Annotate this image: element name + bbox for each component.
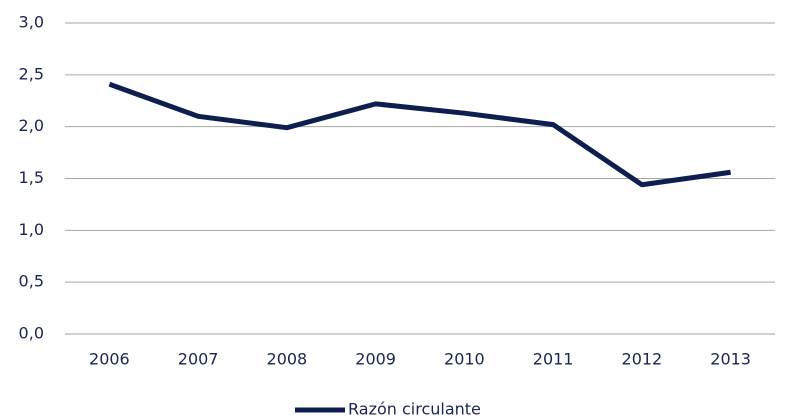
y-tick-label: 0,0 xyxy=(19,324,44,343)
y-tick-label: 3,0 xyxy=(19,13,44,32)
y-tick-label: 1,0 xyxy=(19,220,44,239)
x-tick-label: 2006 xyxy=(89,350,130,369)
series-line xyxy=(108,81,731,188)
y-tick-label: 2,0 xyxy=(19,116,44,135)
x-tick-label: 2008 xyxy=(267,350,308,369)
x-tick-label: 2012 xyxy=(622,350,663,369)
x-tick-label: 2009 xyxy=(355,350,396,369)
x-tick-label: 2011 xyxy=(533,350,574,369)
x-tick-label: 2013 xyxy=(710,350,751,369)
x-tick-label: 2010 xyxy=(444,350,485,369)
y-tick-label: 1,5 xyxy=(19,168,44,187)
y-tick-label: 0,5 xyxy=(19,272,44,291)
legend-label: Razón circulante xyxy=(348,400,481,419)
y-tick-label: 2,5 xyxy=(19,64,44,83)
x-tick-label: 2007 xyxy=(178,350,219,369)
